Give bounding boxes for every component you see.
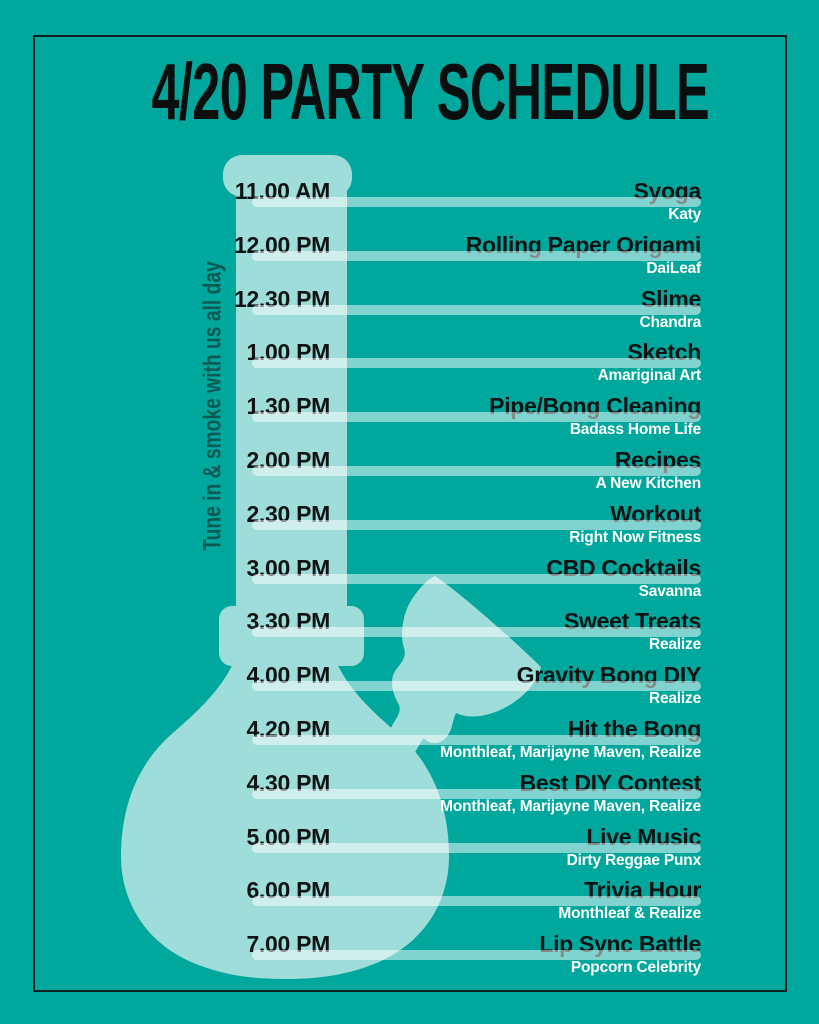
schedule-row: 2.30 PM Workout Right Now Fitness <box>0 500 701 557</box>
event-host: Monthleaf & Realize <box>558 905 701 923</box>
schedule-row: 6.00 PM Trivia Hour Monthleaf & Realize <box>0 879 701 933</box>
schedule-list: 11.00 AM Syoga Katy 12.00 PM Rolling Pap… <box>0 178 702 987</box>
divider-line <box>252 950 701 961</box>
event-title: Pipe/Bong Cleaning <box>489 393 701 420</box>
border-frame <box>33 35 787 992</box>
event-time: 2.30 PM <box>246 500 330 527</box>
divider-line <box>252 735 701 745</box>
divider-line <box>252 681 701 692</box>
event-title: CBD Cocktails <box>546 554 701 581</box>
schedule-row: 2.00 PM Recipes A New Kitchen <box>0 449 701 503</box>
event-time: 12.00 PM <box>233 231 330 258</box>
event-host: Savanna <box>638 582 702 600</box>
divider-line <box>252 304 701 315</box>
schedule-row: 5.00 PM Live Music Dirty Reggae Punx <box>0 823 702 880</box>
event-time: 4.00 PM <box>246 662 330 689</box>
divider-line <box>252 573 701 584</box>
divider-line <box>252 627 701 638</box>
event-title: Live Music <box>586 823 701 850</box>
divider-line <box>252 519 701 530</box>
event-host: DaiLeaf <box>646 259 701 277</box>
event-title: Workout <box>610 500 701 527</box>
event-host: A New Kitchen <box>595 475 702 492</box>
event-host: Dirty Reggae Punx <box>566 851 702 869</box>
event-title: Recipes <box>614 447 701 473</box>
event-host: Monthleaf, Marijayne Maven, Realize <box>440 797 701 815</box>
event-host: Right Now Fitness <box>569 528 701 546</box>
event-title: Rolling Paper Origami <box>465 231 702 258</box>
divider-line <box>252 358 701 369</box>
event-time: 1.30 PM <box>246 393 330 420</box>
event-title: Lip Sync Battle <box>539 931 701 958</box>
divider-line <box>252 788 701 799</box>
event-time: 4.20 PM <box>246 716 330 742</box>
event-host: Realize <box>648 636 701 654</box>
event-title: Sketch <box>627 339 701 366</box>
event-host: Badass Home Life <box>569 421 701 439</box>
event-title: Trivia Hour <box>584 877 701 904</box>
schedule-row: 4.00 PM Gravity Bong DIY Realize <box>0 664 701 718</box>
event-title: Sweet Treats <box>563 608 701 635</box>
divider-line <box>252 197 701 207</box>
event-host: Realize <box>648 690 701 708</box>
divider-line <box>252 412 701 423</box>
event-title: Best DIY Contest <box>519 769 702 796</box>
schedule-row: 3.30 PM Sweet Treats Realize <box>0 610 701 664</box>
divider-line <box>252 842 701 853</box>
event-title: Hit the Bong <box>567 716 701 742</box>
schedule-row: 12.00 PM Rolling Paper Origami DaiLeaf <box>0 231 702 288</box>
event-host: Monthleaf, Marijayne Maven, Realize <box>440 744 701 761</box>
schedule-row: 1.00 PM Sketch Amariginal Art <box>0 341 701 395</box>
schedule-row: 12.30 PM Slime Chandra <box>0 285 702 342</box>
event-time: 3.00 PM <box>246 554 330 581</box>
event-time: 3.30 PM <box>246 608 330 635</box>
event-title: Slime <box>641 285 701 312</box>
schedule-row: 4.30 PM Best DIY Contest Monthleaf, Mari… <box>0 769 702 826</box>
event-host: Popcorn Celebrity <box>570 959 701 977</box>
event-host: Amariginal Art <box>597 367 702 385</box>
event-time: 7.00 PM <box>246 931 330 958</box>
event-time: 4.30 PM <box>246 769 330 796</box>
event-title: Syoga <box>633 178 701 204</box>
event-time: 11.00 AM <box>234 178 331 204</box>
page-title: 4/20 PARTY SCHEDULE <box>151 47 710 136</box>
divider-line <box>252 466 701 476</box>
schedule-row: 3.00 PM CBD Cocktails Savanna <box>0 554 702 611</box>
event-time: 6.00 PM <box>246 877 330 904</box>
schedule-row: 1.30 PM Pipe/Bong Cleaning Badass Home L… <box>0 395 701 449</box>
event-time: 2.00 PM <box>246 447 330 473</box>
schedule-row: 11.00 AM Syoga Katy <box>0 178 702 234</box>
event-host: Chandra <box>639 313 702 331</box>
event-host: Katy <box>668 206 701 223</box>
divider-line <box>252 896 701 907</box>
schedule-row: 7.00 PM Lip Sync Battle Popcorn Celebrit… <box>0 933 701 987</box>
event-title: Gravity Bong DIY <box>516 662 702 689</box>
event-time: 12.30 PM <box>233 285 330 312</box>
divider-line <box>252 250 701 261</box>
event-time: 5.00 PM <box>246 823 330 850</box>
event-time: 1.00 PM <box>246 339 330 366</box>
schedule-row: 4.20 PM Hit the Bong Monthleaf, Marijayn… <box>0 718 701 772</box>
